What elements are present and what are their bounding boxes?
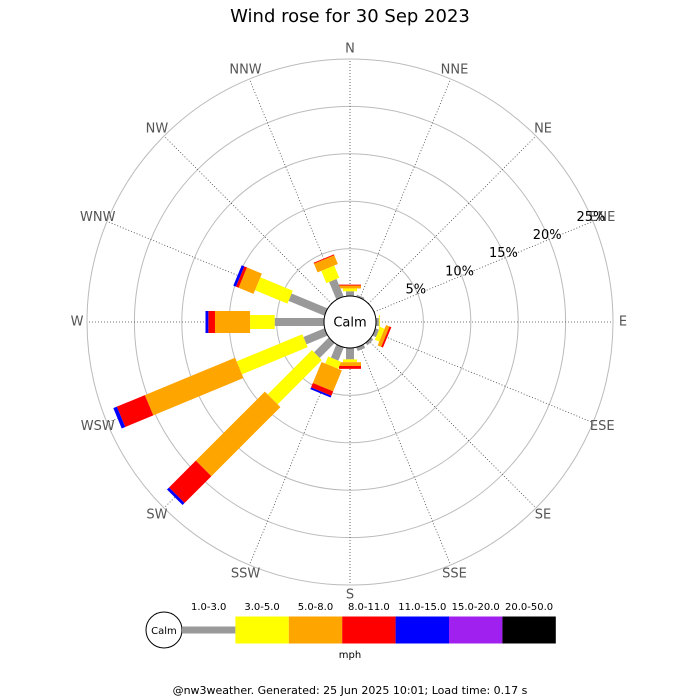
legend-swatch xyxy=(449,616,503,644)
bar-segment xyxy=(325,356,342,369)
direction-label: WNW xyxy=(80,210,116,225)
legend-swatch xyxy=(502,616,556,644)
direction-label: NW xyxy=(146,121,169,136)
bar-segment xyxy=(356,294,365,300)
bar-segment xyxy=(378,315,380,329)
spoke xyxy=(359,345,452,566)
bar-segment xyxy=(214,311,251,333)
spoke xyxy=(368,135,537,304)
direction-label: SSW xyxy=(231,567,261,582)
bar-segment xyxy=(372,328,380,338)
direction-label: NNW xyxy=(229,62,261,77)
bar-segment xyxy=(303,328,328,345)
bar-segment xyxy=(166,487,185,506)
bar-segment xyxy=(274,318,324,326)
bar-segment xyxy=(313,254,335,264)
bar-segment xyxy=(381,326,392,348)
legend-label: 15.0-20.0 xyxy=(452,602,500,613)
legend-unit: mph xyxy=(339,650,361,661)
bar-segment xyxy=(356,344,366,352)
grid-ring xyxy=(181,153,519,491)
bar-segment xyxy=(144,357,244,416)
direction-label: ENE xyxy=(589,210,615,225)
bar-segment xyxy=(330,344,344,361)
direction-label: WSW xyxy=(81,419,115,434)
bar-segment xyxy=(168,460,212,504)
bar-segment xyxy=(339,362,361,367)
chart-title: Wind rose for 30 Sep 2023 xyxy=(230,6,470,27)
direction-label: SW xyxy=(146,508,167,523)
bar-segment xyxy=(312,361,342,392)
bar-segment xyxy=(250,315,275,329)
bar-segment xyxy=(343,288,357,292)
legend-swatch xyxy=(235,616,289,644)
bar-segment xyxy=(339,285,361,289)
bar-segment xyxy=(235,266,247,288)
bar-segment xyxy=(310,387,332,398)
legend-label: 20.0-50.0 xyxy=(505,602,553,613)
spoke xyxy=(359,78,452,299)
legend-label: 5.0-8.0 xyxy=(298,602,333,613)
bar-segment xyxy=(343,359,357,363)
bar-segment xyxy=(374,326,385,342)
direction-label: SE xyxy=(535,508,551,523)
legend-swatch xyxy=(395,616,449,644)
direction-label: SSE xyxy=(442,567,467,582)
bar-segment xyxy=(339,284,361,286)
legend-label: 3.0-5.0 xyxy=(244,602,279,613)
direction-label: ESE xyxy=(590,419,615,434)
calm-circle xyxy=(323,295,377,349)
direction-label: E xyxy=(619,315,627,330)
legend-swatch xyxy=(182,626,236,634)
grid-ring xyxy=(86,58,614,586)
bar-segment xyxy=(339,366,361,369)
bar-segment xyxy=(254,277,293,304)
r-tick-label: 25% xyxy=(577,210,606,225)
bar-segment xyxy=(238,267,262,294)
bar-segment xyxy=(329,278,344,300)
bar-segment xyxy=(375,318,379,326)
r-tick-label: 10% xyxy=(445,264,474,279)
spoke xyxy=(373,331,594,424)
legend-label: 8.0-11.0 xyxy=(348,602,390,613)
legend-swatch xyxy=(288,616,343,644)
bar-segment xyxy=(311,382,334,396)
bar-segment xyxy=(267,350,322,405)
bar-segment xyxy=(346,348,354,360)
r-tick-label: 15% xyxy=(489,246,518,261)
spoke xyxy=(373,220,594,313)
direction-label: N xyxy=(345,42,355,57)
bar-segment xyxy=(113,406,126,429)
calm-label: Calm xyxy=(333,316,366,331)
r-tick-label: 5% xyxy=(406,282,427,297)
bar-segment xyxy=(313,255,338,273)
bar-segment xyxy=(365,337,374,346)
direction-label: NNE xyxy=(441,62,469,77)
bar-segment xyxy=(314,337,335,358)
bar-segment xyxy=(288,293,328,316)
direction-label: NE xyxy=(534,121,552,136)
legend-swatch xyxy=(342,616,396,644)
bar-segment xyxy=(233,265,245,287)
footer: @nw3weather. Generated: 25 Jun 2025 10:0… xyxy=(173,684,528,697)
bar-segment xyxy=(195,391,281,477)
bar-segment xyxy=(377,325,390,347)
direction-label: S xyxy=(346,588,354,603)
spoke xyxy=(368,340,537,509)
bar-segment xyxy=(205,311,209,333)
spoke xyxy=(163,135,332,304)
bar-segment xyxy=(116,395,154,428)
bar-segment xyxy=(346,291,354,296)
r-tick-label: 20% xyxy=(533,228,562,243)
legend-label: 1.0-3.0 xyxy=(191,602,226,613)
legend-calm-label: Calm xyxy=(151,626,177,637)
direction-label: W xyxy=(71,315,84,330)
bar-segment xyxy=(321,265,340,284)
bar-segment xyxy=(208,311,215,333)
bar-segment xyxy=(236,334,308,375)
legend-label: 11.0-15.0 xyxy=(398,602,446,613)
